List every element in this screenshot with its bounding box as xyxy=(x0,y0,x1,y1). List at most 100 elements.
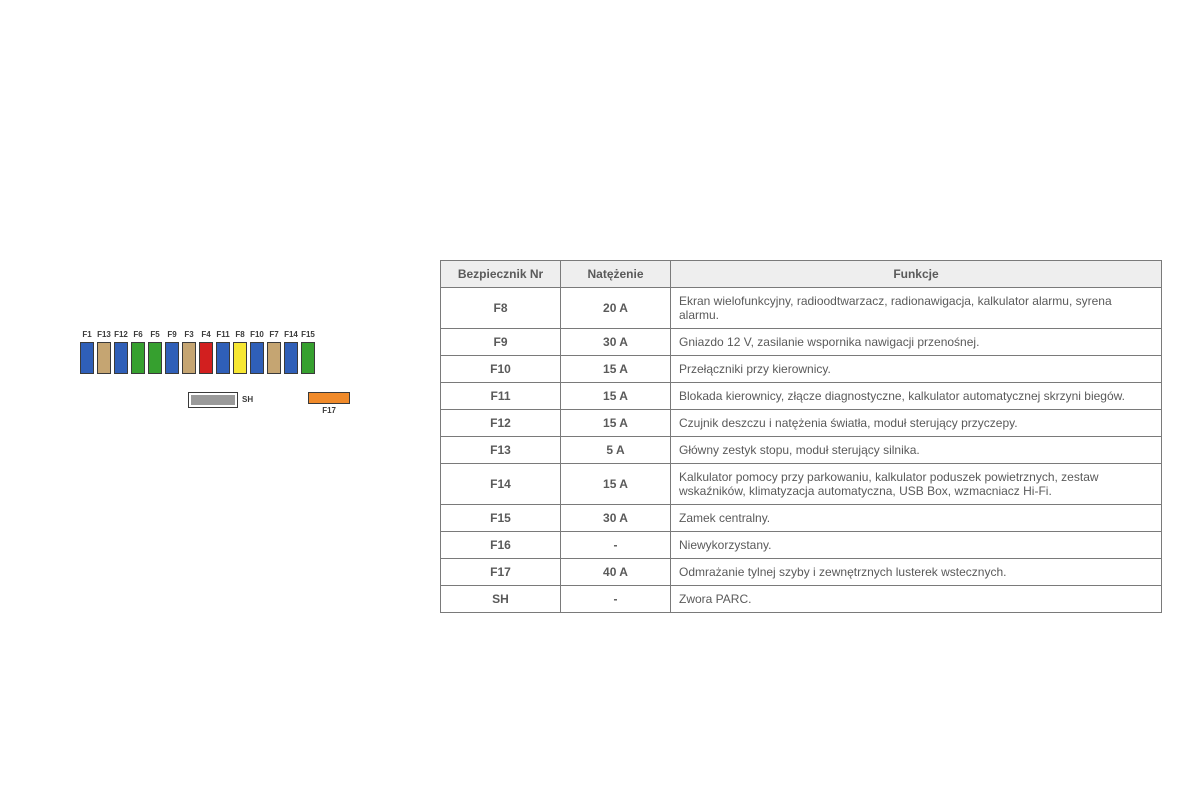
cell-function: Kalkulator pomocy przy parkowaniu, kalku… xyxy=(671,464,1162,505)
cell-fuse-nr: F15 xyxy=(441,505,561,532)
fuse-second-row: SH F17 xyxy=(188,392,350,415)
fuse-label: F10 xyxy=(250,330,264,339)
fuse-box xyxy=(216,342,230,374)
fuse: F15 xyxy=(301,330,315,374)
fuse-label: F4 xyxy=(201,330,210,339)
fuse: F6 xyxy=(131,330,145,374)
sh-fuse: SH xyxy=(188,392,253,415)
fuse-box xyxy=(233,342,247,374)
fuse-box xyxy=(114,342,128,374)
fuse: F9 xyxy=(165,330,179,374)
table-row: F16-Niewykorzystany. xyxy=(441,532,1162,559)
cell-function: Zamek centralny. xyxy=(671,505,1162,532)
cell-amperage: 15 A xyxy=(561,356,671,383)
fuse-label: F9 xyxy=(167,330,176,339)
fuse: F12 xyxy=(114,330,128,374)
cell-amperage: 30 A xyxy=(561,505,671,532)
cell-fuse-nr: F14 xyxy=(441,464,561,505)
fuse-box xyxy=(267,342,281,374)
fuse-box xyxy=(131,342,145,374)
fuse: F3 xyxy=(182,330,196,374)
fuse-label: F1 xyxy=(82,330,91,339)
fuse-diagram: F1 F13F12 F6 F5 F9 F3 F4 F11 F8 F10 F7 F14F15 SH F1… xyxy=(80,330,350,415)
cell-amperage: - xyxy=(561,586,671,613)
cell-function: Przełączniki przy kierownicy. xyxy=(671,356,1162,383)
cell-function: Czujnik deszczu i natężenia światła, mod… xyxy=(671,410,1162,437)
fuse-box xyxy=(165,342,179,374)
fuse: F7 xyxy=(267,330,281,374)
fuse-box xyxy=(148,342,162,374)
fuse-label: F8 xyxy=(235,330,244,339)
cell-amperage: 5 A xyxy=(561,437,671,464)
cell-fuse-nr: F12 xyxy=(441,410,561,437)
cell-function: Blokada kierownicy, złącze diagnostyczne… xyxy=(671,383,1162,410)
fuse: F10 xyxy=(250,330,264,374)
table-row: F820 AEkran wielofunkcyjny, radioodtwarz… xyxy=(441,288,1162,329)
cell-amperage: - xyxy=(561,532,671,559)
cell-amperage: 30 A xyxy=(561,329,671,356)
cell-fuse-nr: F9 xyxy=(441,329,561,356)
fuse: F4 xyxy=(199,330,213,374)
table-row: F1215 ACzujnik deszczu i natężenia świat… xyxy=(441,410,1162,437)
fuse: F5 xyxy=(148,330,162,374)
cell-function: Niewykorzystany. xyxy=(671,532,1162,559)
fuse-label: F5 xyxy=(150,330,159,339)
sh-box xyxy=(188,392,238,408)
cell-function: Główny zestyk stopu, moduł sterujący sil… xyxy=(671,437,1162,464)
cell-fuse-nr: F11 xyxy=(441,383,561,410)
cell-fuse-nr: F13 xyxy=(441,437,561,464)
table-row: F1740 AOdmrażanie tylnej szyby i zewnętr… xyxy=(441,559,1162,586)
table-row: F135 AGłówny zestyk stopu, moduł sterują… xyxy=(441,437,1162,464)
cell-function: Gniazdo 12 V, zasilanie wspornika nawiga… xyxy=(671,329,1162,356)
cell-amperage: 15 A xyxy=(561,464,671,505)
fuse-label: F15 xyxy=(301,330,315,339)
fuse-label: F12 xyxy=(114,330,128,339)
table-row: F1015 APrzełączniki przy kierownicy. xyxy=(441,356,1162,383)
col-header-amp: Natężenie xyxy=(561,261,671,288)
fuse-label: F11 xyxy=(216,330,229,339)
col-header-nr: Bezpiecznik Nr xyxy=(441,261,561,288)
table-row: F930 AGniazdo 12 V, zasilanie wspornika … xyxy=(441,329,1162,356)
fuse-box xyxy=(250,342,264,374)
cell-amperage: 15 A xyxy=(561,410,671,437)
fuse: F14 xyxy=(284,330,298,374)
cell-function: Zwora PARC. xyxy=(671,586,1162,613)
cell-fuse-nr: F8 xyxy=(441,288,561,329)
f17-fuse: F17 xyxy=(308,392,350,415)
fuse-box xyxy=(301,342,315,374)
fuse-label: F6 xyxy=(133,330,142,339)
fuse-label: F13 xyxy=(97,330,111,339)
cell-function: Ekran wielofunkcyjny, radioodtwarzacz, r… xyxy=(671,288,1162,329)
fuse-label: F3 xyxy=(184,330,193,339)
cell-amperage: 20 A xyxy=(561,288,671,329)
table-row: F1115 ABlokada kierownicy, złącze diagno… xyxy=(441,383,1162,410)
fuse-label: F14 xyxy=(284,330,298,339)
fuse-row: F1 F13F12 F6 F5 F9 F3 F4 F11 F8 F10 F7 F14F15 xyxy=(80,330,350,374)
fuse: F11 xyxy=(216,330,230,374)
f17-label: F17 xyxy=(322,406,336,415)
f17-box xyxy=(308,392,350,404)
table-row: F1415 AKalkulator pomocy przy parkowaniu… xyxy=(441,464,1162,505)
table-header-row: Bezpiecznik Nr Natężenie Funkcje xyxy=(441,261,1162,288)
cell-fuse-nr: F10 xyxy=(441,356,561,383)
fuse-box xyxy=(97,342,111,374)
fuse-box xyxy=(80,342,94,374)
fuse-box xyxy=(284,342,298,374)
fuse-box xyxy=(199,342,213,374)
table-row: F1530 AZamek centralny. xyxy=(441,505,1162,532)
sh-inner xyxy=(191,395,235,405)
sh-label: SH xyxy=(242,395,253,404)
cell-fuse-nr: SH xyxy=(441,586,561,613)
col-header-fn: Funkcje xyxy=(671,261,1162,288)
cell-fuse-nr: F16 xyxy=(441,532,561,559)
fuse: F13 xyxy=(97,330,111,374)
fuse-label: F7 xyxy=(269,330,278,339)
fuse: F1 xyxy=(80,330,94,374)
cell-amperage: 40 A xyxy=(561,559,671,586)
fuse: F8 xyxy=(233,330,247,374)
cell-amperage: 15 A xyxy=(561,383,671,410)
fuse-box xyxy=(182,342,196,374)
fuse-table: Bezpiecznik Nr Natężenie Funkcje F820 AE… xyxy=(440,260,1162,613)
cell-fuse-nr: F17 xyxy=(441,559,561,586)
table-row: SH-Zwora PARC. xyxy=(441,586,1162,613)
